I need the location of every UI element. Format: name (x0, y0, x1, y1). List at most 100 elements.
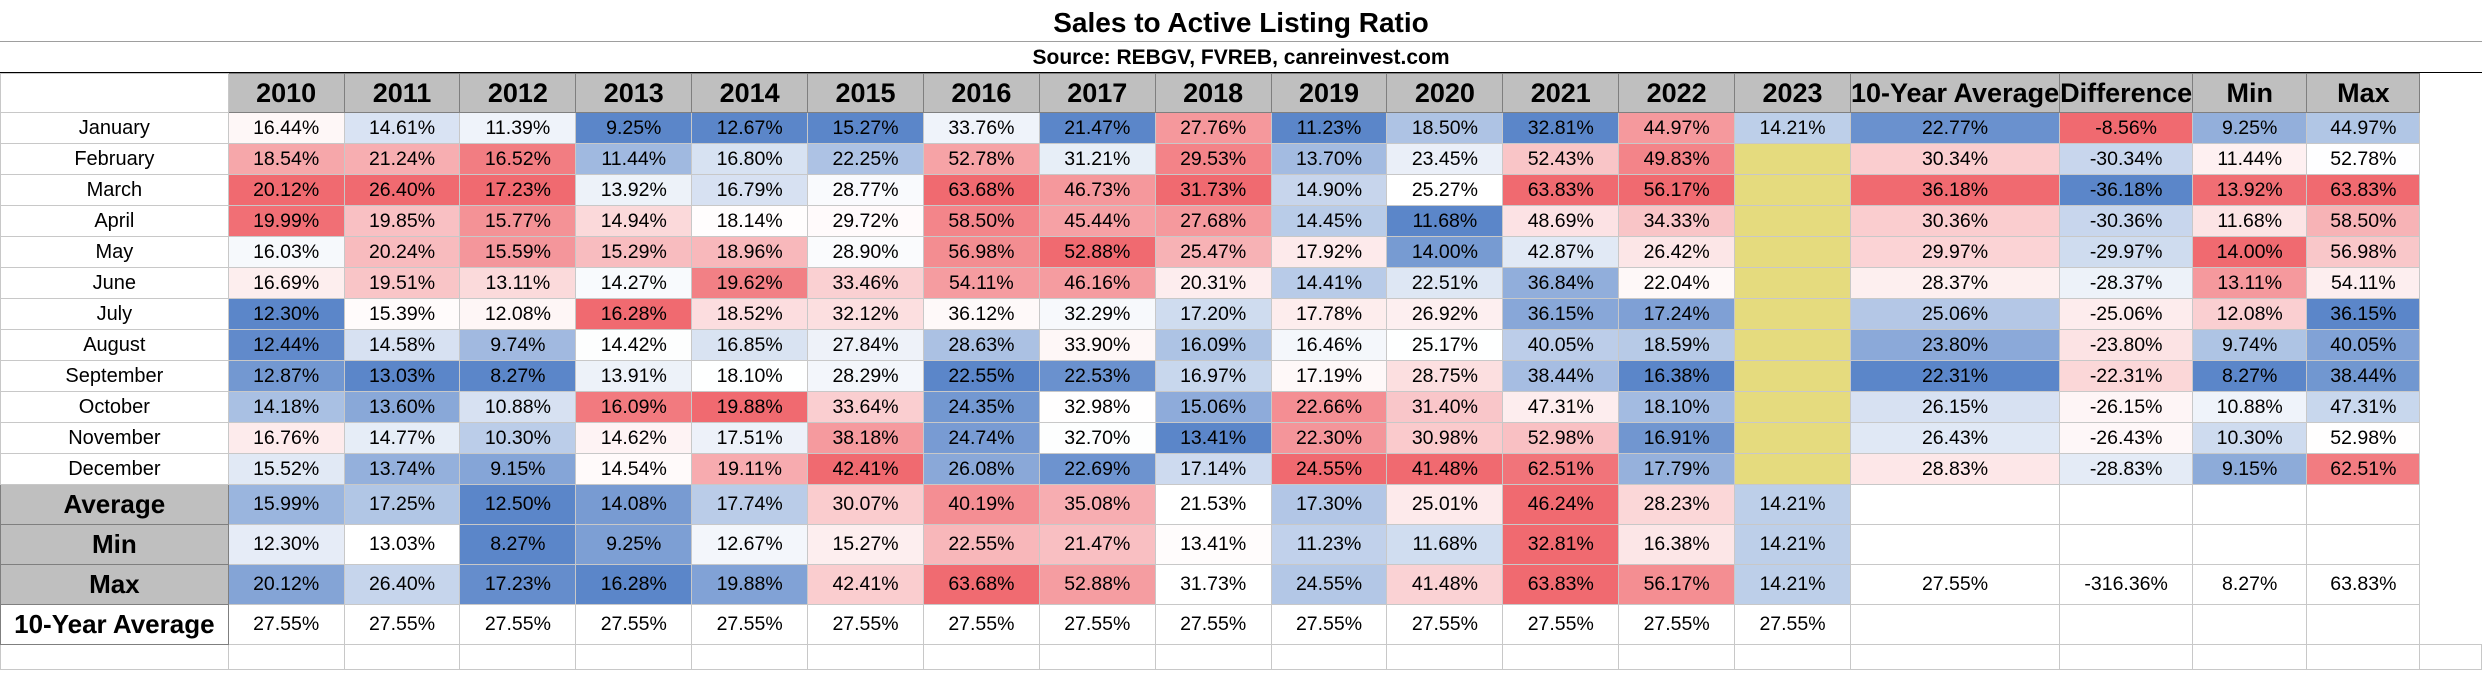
max-cell: 52.98% (2306, 422, 2421, 454)
max-cell: 63.83% (2306, 174, 2421, 206)
summary-value-cell: 46.24% (1502, 484, 1620, 525)
summary-stat-cell (2306, 524, 2421, 565)
ten-year-average-cell: 29.97% (1849, 236, 2061, 268)
summary-value-cell: 27.55% (343, 604, 461, 645)
value-cell: 15.59% (459, 236, 577, 268)
value-cell: 14.58% (343, 329, 461, 361)
min-cell: 9.15% (2192, 453, 2308, 485)
value-cell: 16.52% (459, 143, 577, 175)
value-cell: 33.76% (922, 112, 1040, 144)
value-cell: 15.52% (227, 453, 345, 485)
empty-cell (2192, 644, 2308, 670)
min-cell: 10.88% (2192, 391, 2308, 423)
year-header: 2018 (1154, 73, 1272, 113)
summary-value-cell: 27.55% (1386, 604, 1504, 645)
empty-cell (1038, 644, 1156, 670)
value-cell: 17.92% (1270, 236, 1388, 268)
value-cell: 18.96% (691, 236, 809, 268)
month-row: April 19.99% 19.85% 15.77% 14.94% 18.14% 29.72… (0, 205, 2482, 237)
value-cell: 34.33% (1618, 205, 1736, 237)
summary-value-cell: 14.21% (1734, 484, 1851, 525)
summary-value-cell: 27.55% (1038, 604, 1156, 645)
value-cell: 15.27% (807, 112, 924, 144)
value-cell: 20.12% (227, 174, 345, 206)
summary-row: 10-Year Average 27.55% 27.55% 27.55% 27.55% 2… (0, 604, 2482, 645)
value-cell: 27.84% (807, 329, 924, 361)
year-header: 2012 (459, 73, 577, 113)
value-cell: 31.21% (1038, 143, 1156, 175)
value-cell: 29.53% (1154, 143, 1272, 175)
value-cell: 16.91% (1618, 422, 1736, 454)
value-cell: 28.90% (807, 236, 924, 268)
value-cell: 25.17% (1386, 329, 1504, 361)
difference-cell: -29.97% (2059, 236, 2194, 268)
summary-value-cell: 12.50% (459, 484, 577, 525)
value-cell: 62.51% (1502, 453, 1620, 485)
month-row: September 12.87% 13.03% 8.27% 13.91% 18.10% 28… (0, 360, 2482, 392)
header-row: 2010 2011 2012 2013 2014 2015 2016 2017 2018 2019… (0, 73, 2482, 113)
year-header: 2022 (1618, 73, 1736, 113)
month-row: July 12.30% 15.39% 12.08% 16.28% 18.52% 32.12%… (0, 298, 2482, 330)
value-cell: 13.11% (459, 267, 577, 299)
value-cell: 22.30% (1270, 422, 1388, 454)
summary-stat-cell: 63.83% (2306, 564, 2421, 605)
summary-stat-cell (2059, 524, 2194, 565)
summary-label: 10-Year Average (0, 604, 229, 645)
summary-value-cell: 27.55% (1154, 604, 1272, 645)
min-cell: 8.27% (2192, 360, 2308, 392)
value-cell: 12.08% (459, 298, 577, 330)
value-cell: 32.81% (1502, 112, 1620, 144)
value-cell: 19.62% (691, 267, 809, 299)
value-cell: 9.74% (459, 329, 577, 361)
value-cell: 17.23% (459, 174, 577, 206)
value-cell: 17.78% (1270, 298, 1388, 330)
summary-value-cell: 15.27% (807, 524, 924, 565)
value-cell: 26.40% (343, 174, 461, 206)
value-cell: 41.48% (1386, 453, 1504, 485)
max-cell: 52.78% (2306, 143, 2421, 175)
month-label: January (0, 112, 229, 144)
value-cell: 52.43% (1502, 143, 1620, 175)
value-cell: 26.42% (1618, 236, 1736, 268)
year-header: 2014 (691, 73, 809, 113)
value-cell: 14.27% (575, 267, 693, 299)
month-row: August 12.44% 14.58% 9.74% 14.42% 16.85% 27.84… (0, 329, 2482, 361)
empty-cell (343, 644, 461, 670)
value-cell: 28.75% (1386, 360, 1504, 392)
value-cell: 49.83% (1618, 143, 1736, 175)
value-cell: 22.51% (1386, 267, 1504, 299)
value-cell: 13.74% (343, 453, 461, 485)
summary-value-cell: 63.68% (922, 564, 1040, 605)
month-label: August (0, 329, 229, 361)
value-cell: 22.69% (1038, 453, 1156, 485)
summary-value-cell: 27.55% (1270, 604, 1388, 645)
summary-stat-cell (2059, 484, 2194, 525)
summary-stat-cell (2306, 604, 2421, 645)
value-cell: 14.21% (1734, 112, 1851, 144)
summary-stat-cell (2059, 604, 2194, 645)
summary-stat-cell (2192, 604, 2308, 645)
value-cell: 12.87% (227, 360, 345, 392)
summary-value-cell: 21.47% (1038, 524, 1156, 565)
value-cell: 18.10% (691, 360, 809, 392)
empty-cell (691, 644, 809, 670)
year-header: 2015 (807, 73, 924, 113)
summary-value-cell: 30.07% (807, 484, 924, 525)
difference-cell: -30.34% (2059, 143, 2194, 175)
value-cell: 16.38% (1618, 360, 1736, 392)
summary-stat-cell (2192, 524, 2308, 565)
empty-cell (0, 644, 229, 670)
summary-label: Min (0, 524, 229, 565)
value-cell: 63.68% (922, 174, 1040, 206)
value-cell: 19.99% (227, 205, 345, 237)
value-cell: 18.59% (1618, 329, 1736, 361)
month-label: September (0, 360, 229, 392)
month-row: December 15.52% 13.74% 9.15% 14.54% 19.11% 42.… (0, 453, 2482, 485)
empty-cell (1270, 644, 1388, 670)
summary-value-cell: 35.08% (1038, 484, 1156, 525)
difference-cell: -23.80% (2059, 329, 2194, 361)
value-cell: 27.68% (1154, 205, 1272, 237)
value-cell: 10.88% (459, 391, 577, 423)
difference-cell: -28.83% (2059, 453, 2194, 485)
corner-cell (0, 73, 229, 113)
